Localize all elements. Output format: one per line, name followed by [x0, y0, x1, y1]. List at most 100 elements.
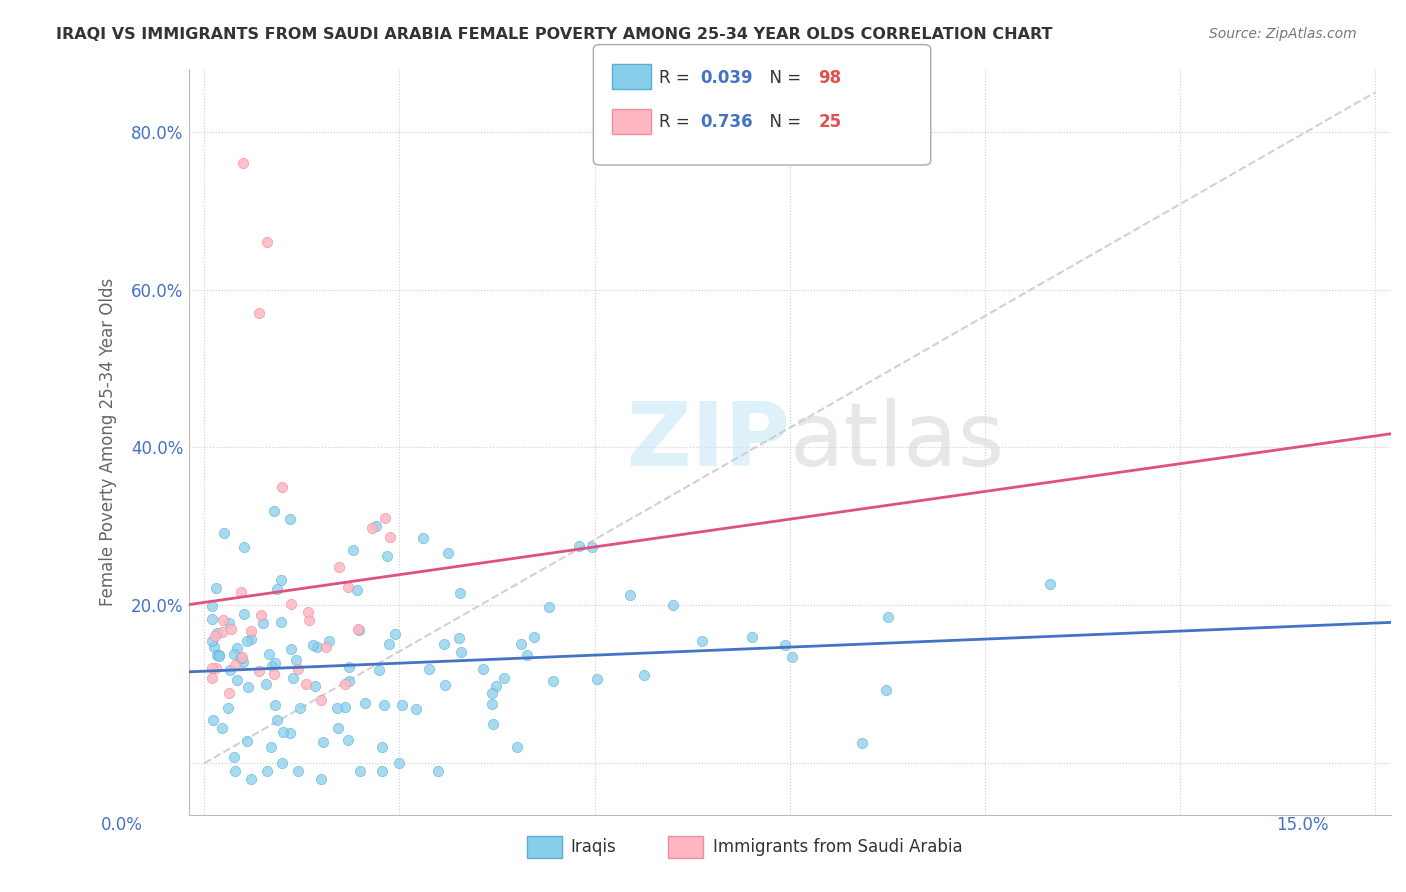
Point [290, 701, 312, 715]
Point [205, 626, 228, 640]
Point [201, 660, 224, 674]
Point [236, 680, 259, 694]
Point [773, 638, 796, 652]
Point [494, 671, 516, 685]
Point [1039, 577, 1062, 591]
Text: 25: 25 [818, 113, 841, 131]
Point [204, 629, 226, 643]
Point [509, 637, 531, 651]
Point [231, 650, 253, 665]
Point [280, 642, 302, 657]
Point [449, 631, 471, 645]
Point [662, 598, 685, 612]
Point [619, 588, 641, 602]
Point [266, 713, 288, 727]
Point [263, 666, 285, 681]
Point [287, 661, 309, 675]
Point [236, 733, 259, 747]
Text: 0.039: 0.039 [700, 69, 752, 87]
Point [260, 740, 283, 755]
Point [326, 721, 349, 735]
Point [315, 640, 337, 654]
Point [252, 616, 274, 631]
Point [690, 633, 713, 648]
Point [482, 716, 505, 731]
Point [374, 510, 396, 524]
Point [875, 683, 897, 698]
Point [254, 677, 277, 691]
Point [516, 648, 538, 662]
Point [283, 671, 305, 685]
Text: atlas: atlas [790, 398, 1005, 485]
Point [239, 632, 262, 646]
Point [205, 581, 228, 595]
Point [347, 622, 370, 636]
Point [264, 698, 287, 712]
Point [302, 639, 325, 653]
Point [384, 627, 406, 641]
Point [326, 701, 349, 715]
Point [214, 525, 236, 540]
Point [312, 735, 335, 749]
Point [226, 673, 249, 688]
Point [222, 750, 245, 764]
Point [233, 540, 256, 554]
Point [271, 756, 294, 771]
Point [232, 607, 254, 622]
Point [257, 647, 280, 661]
Point [741, 630, 763, 644]
Point [207, 648, 229, 662]
Point [229, 651, 252, 665]
Point [240, 624, 263, 638]
Point [780, 649, 803, 664]
Point [336, 733, 359, 747]
Point [270, 615, 292, 630]
Point [287, 764, 309, 779]
Point [318, 633, 340, 648]
Point [208, 648, 231, 662]
Point [232, 656, 254, 670]
Point [264, 656, 287, 670]
Point [266, 582, 288, 596]
Point [437, 546, 460, 560]
Point [294, 677, 316, 691]
Point [328, 560, 350, 574]
Point [307, 640, 329, 655]
Point [378, 530, 401, 544]
Point [375, 549, 398, 564]
Point [231, 585, 253, 599]
Point [226, 641, 249, 656]
Point [270, 574, 292, 588]
Text: Source: ZipAtlas.com: Source: ZipAtlas.com [1209, 27, 1357, 41]
Point [202, 713, 225, 727]
Point [201, 599, 224, 614]
Point [339, 673, 361, 688]
Point [333, 677, 356, 691]
Point [208, 649, 231, 664]
Point [505, 740, 527, 755]
Point [211, 721, 233, 735]
Point [877, 610, 900, 624]
Point [481, 686, 503, 700]
Point [346, 582, 368, 597]
Point [481, 698, 503, 712]
Text: N =: N = [759, 113, 807, 131]
Point [271, 724, 294, 739]
Y-axis label: Female Poverty Among 25-34 Year Olds: Female Poverty Among 25-34 Year Olds [100, 277, 117, 606]
Point [405, 702, 427, 716]
Point [201, 671, 224, 685]
Point [280, 726, 302, 740]
Point [585, 672, 607, 686]
Point [472, 662, 495, 676]
Point [263, 503, 285, 517]
Point [412, 531, 434, 545]
Point [260, 659, 283, 673]
Point [247, 306, 270, 320]
Point [450, 645, 472, 659]
Point [222, 647, 245, 661]
Point [568, 539, 591, 553]
Text: 98: 98 [818, 69, 841, 87]
Point [484, 679, 506, 693]
Point [218, 616, 240, 631]
Point [202, 640, 225, 654]
